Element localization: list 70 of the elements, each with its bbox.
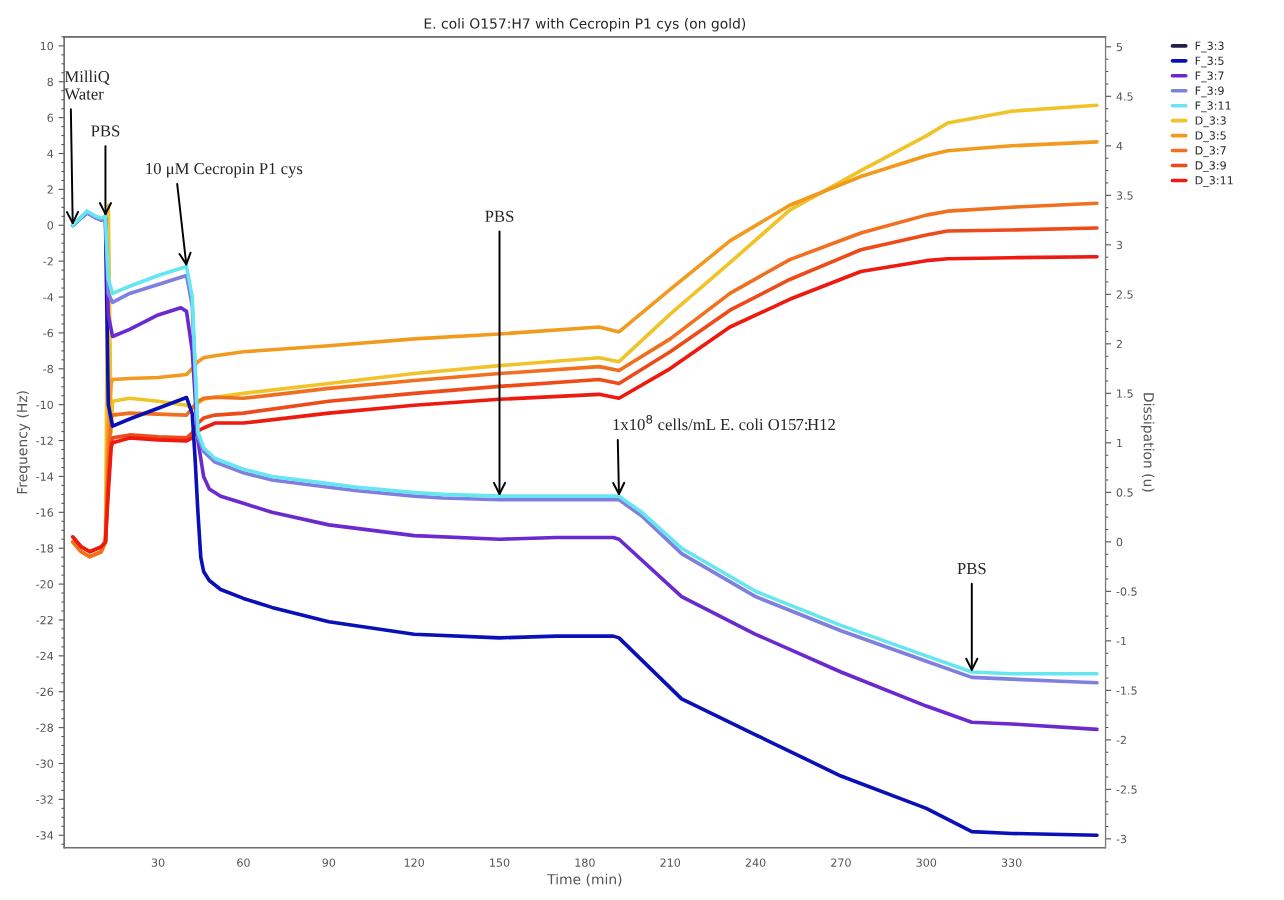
y-tick-label: 4	[47, 149, 54, 158]
legend-label: F_3:5	[1195, 56, 1224, 68]
x-tick-label: 60	[237, 858, 250, 867]
y2-tick-label: -2	[1116, 735, 1126, 745]
y2-tick-label: 3	[1116, 240, 1123, 250]
x-tick-label: 240	[745, 858, 766, 867]
y2-tick-label: 0	[1116, 537, 1123, 547]
x-tick-label: 210	[660, 858, 681, 867]
y-axis-title: Frequency (Hz)	[16, 391, 31, 494]
legend-label: F_3:3	[1195, 41, 1224, 53]
annotation: 1x10$^{8}$ cells/mL E. coli O157:H12	[613, 414, 835, 431]
y-tick-label: -6	[43, 328, 54, 338]
y-tick-label: 8	[47, 77, 54, 87]
x-tick-label: 30	[151, 858, 165, 867]
annotation: 10 μM Cecropin P1 cys	[146, 162, 303, 178]
x-axis-title: Time (min)	[547, 873, 622, 887]
y2-tick-label: 5	[1116, 42, 1123, 52]
y2-axis-title: Dissipation (u)	[1140, 393, 1155, 492]
y-tick-label: -8	[43, 364, 54, 374]
y-tick-label: 10	[40, 41, 54, 51]
y2-tick-label: 1	[1117, 438, 1122, 448]
y-tick-label: 0	[47, 221, 54, 230]
x-tick-label: 90	[322, 858, 336, 867]
y2-tick-label: -3	[1116, 834, 1127, 844]
y-tick-label: -26	[36, 687, 54, 697]
y2-tick-label: -2.5	[1116, 785, 1137, 794]
y-tick-label: 6	[47, 113, 54, 123]
y2-tick-label: 1.5	[1117, 389, 1133, 398]
y-tick-label: -18	[36, 544, 54, 553]
y2-tick-label: -0.5	[1116, 587, 1137, 596]
annotation: PBS	[91, 125, 120, 137]
y-tick-label: -20	[36, 580, 54, 589]
y2-tick-label: 2.5	[1116, 290, 1133, 299]
y2-tick-label: -1	[1116, 636, 1126, 646]
y-tick-label: -30	[36, 759, 54, 768]
x-tick-label: 330	[1001, 858, 1022, 867]
y-tick-label: -4	[43, 293, 54, 302]
x-tick-label: 180	[575, 858, 595, 867]
x-tick-label: 150	[490, 858, 510, 867]
legend-label: D_3:9	[1195, 161, 1226, 173]
y-tick-label: -24	[36, 651, 54, 661]
y-tick-label: -32	[36, 795, 53, 804]
y2-tick-label: 4	[1116, 141, 1123, 151]
y-tick-label: -22	[36, 615, 53, 625]
y2-tick-label: 2	[1116, 339, 1122, 349]
x-tick-label: 120	[404, 858, 425, 867]
legend-label: F_3:7	[1195, 71, 1224, 83]
y2-tick-label: -1.5	[1116, 686, 1137, 695]
legend-label: D_3:7	[1195, 146, 1226, 158]
y-tick-label: -34	[36, 831, 54, 840]
y2-tick-label: 3.5	[1116, 191, 1133, 200]
legend-label: D_3:5	[1195, 131, 1226, 143]
y-tick-label: -16	[36, 508, 54, 517]
y-tick-label: -10	[36, 400, 54, 410]
chart-title: E. coli O157:H7 with Cecropin P1 cys (on gold)	[424, 18, 746, 32]
x-tick-label: 300	[916, 858, 937, 867]
annotation: PBS	[957, 562, 986, 575]
y-tick-label: 2	[47, 185, 53, 194]
legend-label: D_3:3	[1195, 116, 1226, 128]
annotation: PBS	[485, 210, 514, 222]
y-tick-label: -28	[36, 723, 54, 732]
x-tick-label: 270	[831, 858, 851, 867]
y-tick-label: -2	[43, 257, 53, 266]
legend-label: D_3:11	[1195, 176, 1233, 187]
y2-tick-label: 4.5	[1116, 92, 1133, 101]
legend-label: F_3:11	[1195, 101, 1231, 113]
y-tick-label: -14	[36, 472, 54, 481]
y-tick-label: -12	[36, 436, 53, 445]
legend-label: F_3:9	[1195, 86, 1224, 98]
y2-tick-label: 0.5	[1116, 488, 1133, 497]
